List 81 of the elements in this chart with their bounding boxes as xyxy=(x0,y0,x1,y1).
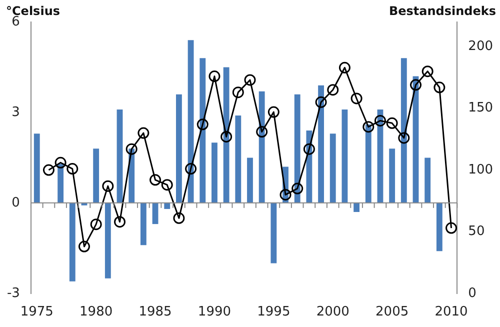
y-tick-label: 3 xyxy=(12,104,20,120)
y2-axis-title: Bestandsindeks xyxy=(388,4,496,18)
x-tick-label: 1985 xyxy=(138,304,172,320)
point xyxy=(422,66,434,78)
point xyxy=(232,86,244,98)
x-tick-label: 2010 xyxy=(434,304,468,320)
point xyxy=(42,164,54,176)
bar xyxy=(354,202,360,212)
bar xyxy=(436,202,442,252)
x-tick-label: 2005 xyxy=(376,304,409,320)
point xyxy=(78,240,90,252)
point xyxy=(338,62,350,74)
point xyxy=(66,163,78,175)
point xyxy=(303,143,315,155)
bar xyxy=(294,94,300,203)
bar xyxy=(188,40,194,203)
bar xyxy=(389,148,396,203)
y2-tick-label: 100 xyxy=(468,162,494,178)
y-tick-label: 6 xyxy=(12,14,20,30)
bar xyxy=(104,202,111,278)
y-tick-label: 0 xyxy=(12,195,20,210)
point xyxy=(256,126,268,138)
point xyxy=(362,121,374,133)
point xyxy=(268,106,280,118)
bar xyxy=(34,134,40,203)
point xyxy=(196,118,208,130)
point xyxy=(386,117,398,129)
point xyxy=(220,130,232,142)
point xyxy=(102,180,114,192)
bar xyxy=(58,164,64,203)
point xyxy=(434,82,446,94)
point xyxy=(398,132,410,144)
bar xyxy=(342,109,348,203)
point xyxy=(374,114,386,126)
bar xyxy=(247,158,253,203)
point xyxy=(208,70,220,82)
y2-tick-label: 200 xyxy=(468,39,494,54)
point xyxy=(280,188,292,200)
point xyxy=(173,212,185,224)
y2-tick-label: 150 xyxy=(468,100,494,116)
bar xyxy=(116,109,123,203)
x-tick-label: 1990 xyxy=(198,304,232,320)
x-tick-label: 1975 xyxy=(20,304,54,320)
bar xyxy=(223,67,230,203)
point xyxy=(150,174,162,186)
bar xyxy=(330,134,336,203)
point xyxy=(446,222,458,234)
point xyxy=(126,143,138,155)
point xyxy=(244,74,256,86)
y2-tick-label: 0 xyxy=(468,286,476,301)
x-tick-label: 2000 xyxy=(316,304,350,320)
bar xyxy=(235,115,242,203)
point xyxy=(315,96,327,108)
bar xyxy=(176,94,182,203)
y-tick-label: -3 xyxy=(6,286,20,301)
bar xyxy=(400,58,407,203)
point xyxy=(161,179,173,191)
bar xyxy=(152,202,158,224)
bar xyxy=(93,148,100,203)
point xyxy=(54,156,66,168)
y2-tick-label: 50 xyxy=(468,224,485,240)
point xyxy=(327,84,339,96)
x-tick-label: 1995 xyxy=(257,304,290,320)
point xyxy=(90,218,102,230)
bar xyxy=(212,142,218,203)
bar xyxy=(258,91,265,203)
bar xyxy=(365,124,372,203)
bar xyxy=(69,202,76,282)
bar xyxy=(424,158,431,203)
bar xyxy=(200,58,206,203)
bar xyxy=(164,202,170,209)
point xyxy=(410,79,422,91)
bar xyxy=(318,85,324,203)
bar xyxy=(140,202,146,246)
point xyxy=(185,163,197,175)
x-tick-label: 1980 xyxy=(80,304,113,320)
point xyxy=(350,92,362,104)
point xyxy=(138,127,150,139)
point xyxy=(292,182,304,194)
bar xyxy=(270,202,277,264)
point xyxy=(114,216,126,228)
